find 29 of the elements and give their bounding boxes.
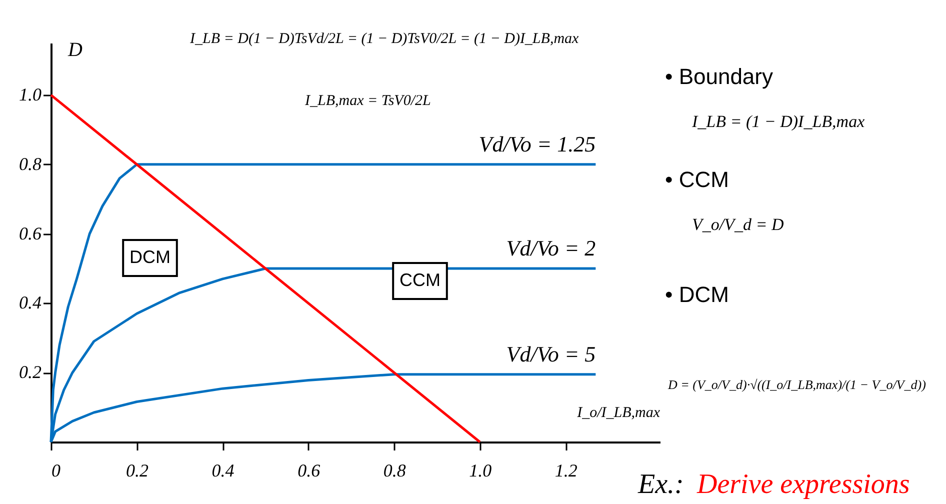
text: • DCM bbox=[665, 282, 729, 307]
series-label: Vd/Vo = 1.25 bbox=[478, 131, 596, 156]
text: I_LB = (1 − D)I_LB,max bbox=[691, 112, 866, 131]
text: • CCM bbox=[665, 167, 729, 192]
annotation: I_LB = D(1 − D)TsVd/2L = (1 − D)TsV0/2L = (1 − D)I_LB,max bbox=[189, 31, 580, 47]
annotation: DCM bbox=[130, 247, 170, 267]
series-label: Vd/Vo = 5 bbox=[506, 341, 596, 366]
text: Ex.: bbox=[637, 469, 684, 500]
x-tick-label: 1.2 bbox=[554, 460, 578, 480]
x-tick-label: 0.4 bbox=[212, 460, 234, 480]
x-tick-label: 0.8 bbox=[383, 460, 406, 480]
text: D = (V_o/V_d)·√((I_o/I_LB,max)/(1 − V_o/V_d)) bbox=[667, 377, 926, 392]
x-tick-label: 0.6 bbox=[298, 460, 320, 480]
y-tick-label: 1.0 bbox=[19, 84, 42, 105]
series-label: Vd/Vo = 2 bbox=[506, 236, 596, 261]
x-axis-title: I_o/I_LB,max bbox=[576, 405, 660, 421]
text: • Boundary bbox=[665, 64, 773, 89]
x-tick-label: 1.0 bbox=[469, 460, 492, 480]
x-tick-label: 0.2 bbox=[126, 460, 149, 480]
y-axis-title: D bbox=[67, 39, 83, 61]
y-tick-label: 0.8 bbox=[19, 154, 42, 174]
annotation: CCM bbox=[400, 270, 440, 290]
x-tick-label: 0 bbox=[52, 460, 60, 480]
y-tick-label: 0.2 bbox=[19, 362, 42, 382]
annotation: I_LB,max = TsV0/2L bbox=[304, 93, 431, 109]
text: Derive expressions bbox=[696, 469, 910, 500]
y-tick-label: 0.4 bbox=[19, 292, 42, 313]
text: V_o/V_d = D bbox=[692, 215, 784, 234]
y-tick-label: 0.6 bbox=[19, 223, 42, 244]
